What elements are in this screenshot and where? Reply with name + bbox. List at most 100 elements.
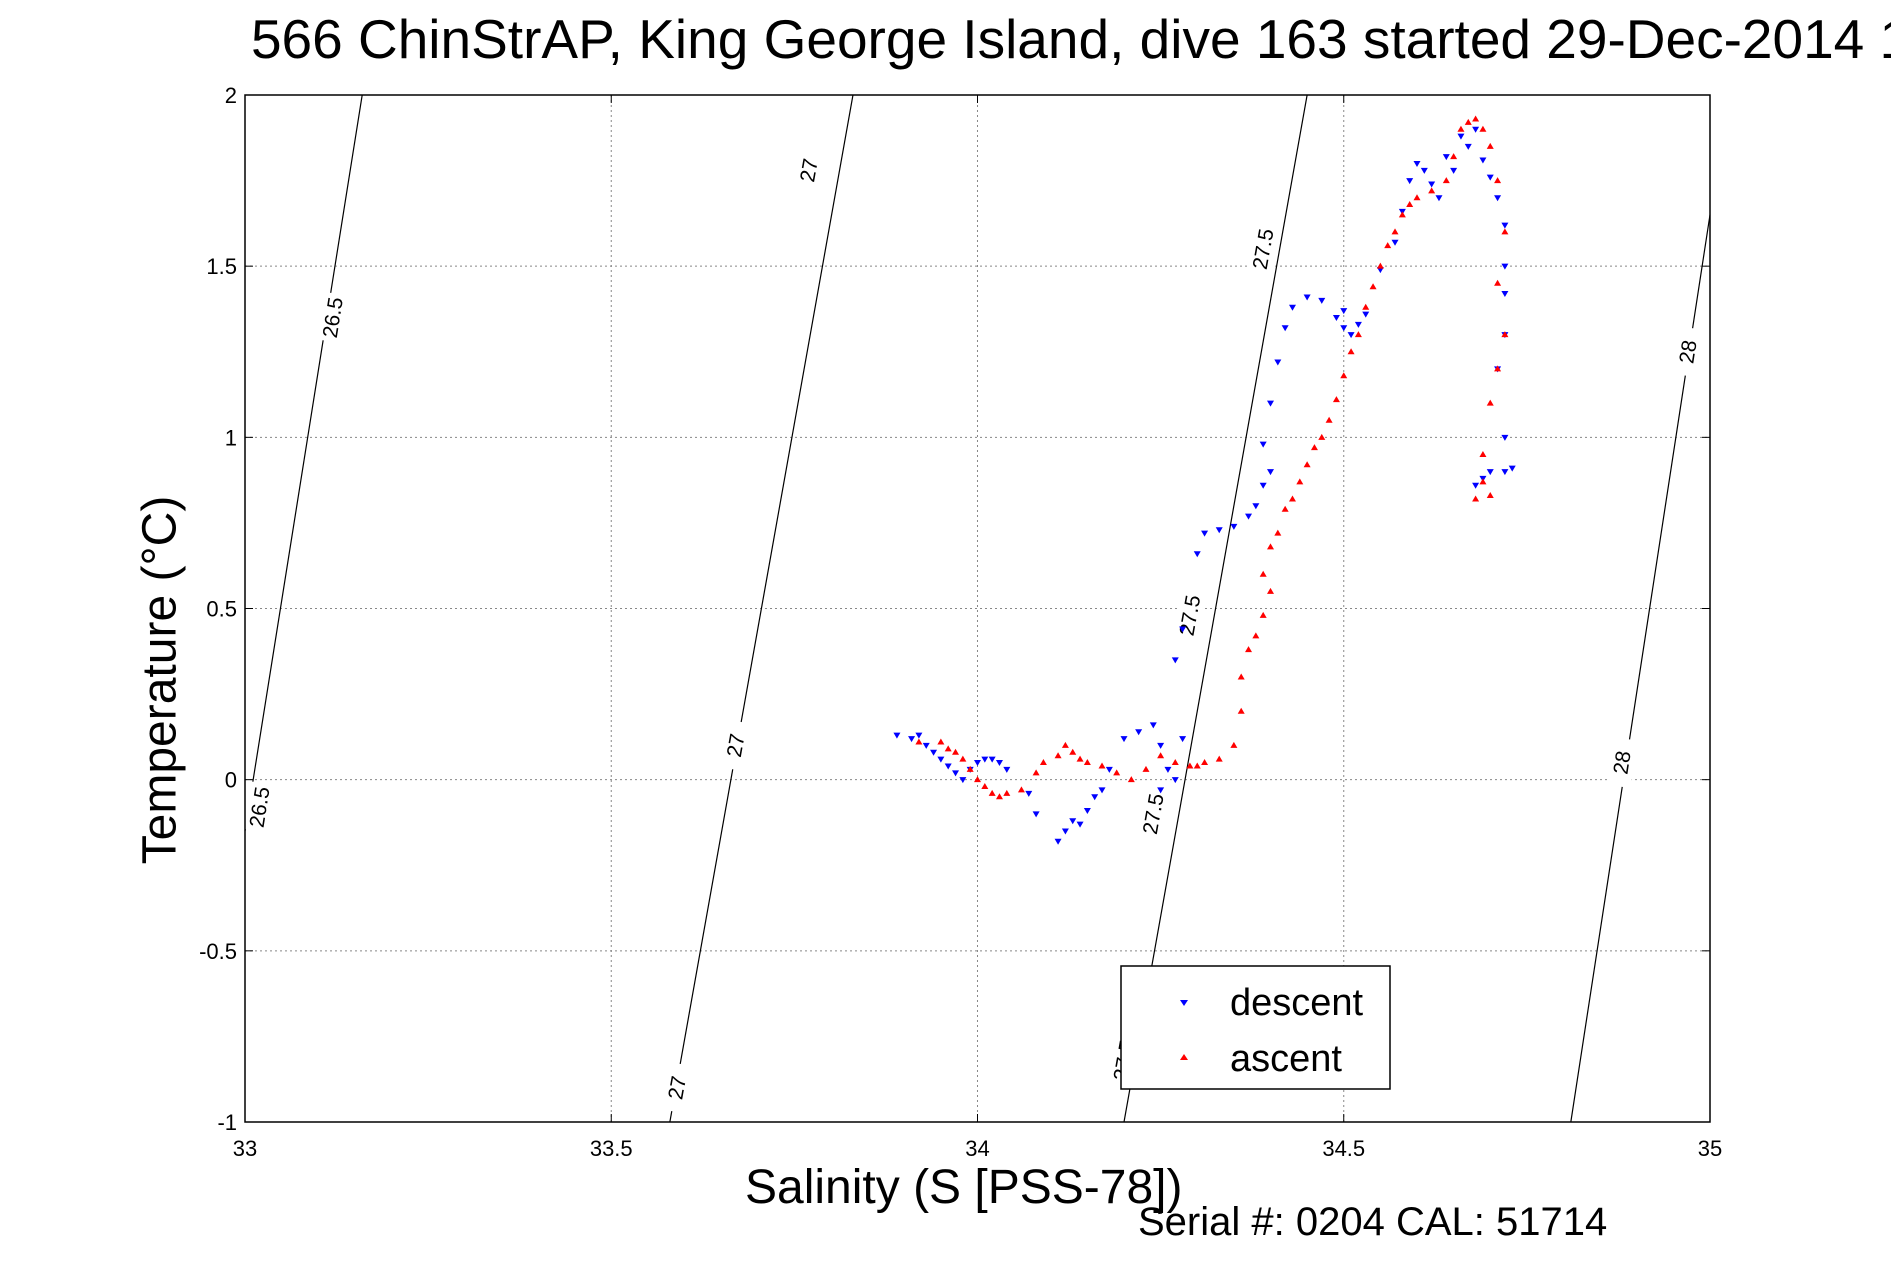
- ascent-point: [1479, 478, 1487, 485]
- y-tick-label: 0: [225, 768, 237, 793]
- ascent-point: [1362, 303, 1370, 310]
- isopycnal-line: [669, 94, 854, 1123]
- descent-point: [1340, 308, 1348, 315]
- ascent-point: [1332, 396, 1340, 403]
- x-tick-label: 35: [1698, 1136, 1722, 1161]
- ascent-point: [1193, 762, 1201, 769]
- y-tick-label: 2: [225, 83, 237, 108]
- ascent-point: [1003, 789, 1011, 796]
- ascent-point: [1259, 611, 1267, 618]
- isopycnal-label: 28: [1609, 749, 1635, 776]
- descent-point: [1501, 263, 1509, 270]
- descent-point: [1179, 626, 1187, 633]
- isopycnal-line: [244, 94, 363, 832]
- descent-point: [1486, 469, 1494, 476]
- ascent-point: [944, 745, 952, 752]
- descent-point: [1054, 838, 1062, 845]
- ascent-point: [1494, 177, 1502, 184]
- descent-point: [1230, 523, 1238, 530]
- ascent-point: [1318, 433, 1326, 440]
- descent-point: [1259, 441, 1267, 448]
- ascent-point: [1259, 570, 1267, 577]
- descent-point: [1435, 195, 1443, 202]
- isopycnal-label-bg: [1606, 737, 1638, 789]
- ascent-point: [1486, 142, 1494, 149]
- descent-point: [1003, 766, 1011, 773]
- descent-point: [974, 760, 981, 767]
- descent-point: [1149, 722, 1157, 729]
- ascent-point: [1032, 769, 1040, 776]
- descent-point: [908, 736, 916, 743]
- descent-point: [1259, 482, 1267, 489]
- descent-point: [930, 749, 938, 756]
- descent-point: [1472, 482, 1480, 489]
- ascent-point: [1442, 177, 1450, 184]
- isopycnal-label-bg: [661, 1062, 694, 1114]
- descent-point: [1201, 530, 1209, 537]
- serial-cal-label: Serial #: 0204 CAL: 51714: [1138, 1200, 1608, 1244]
- ascent-point: [1237, 673, 1245, 680]
- ascent-point: [1296, 478, 1304, 485]
- ascent-point: [1274, 529, 1282, 536]
- descent-point: [1281, 325, 1289, 332]
- ascent-point: [1384, 242, 1392, 249]
- descent-point: [915, 732, 923, 739]
- descent-point: [1193, 551, 1201, 558]
- isopycnal-label-bg: [244, 781, 276, 833]
- descent-point: [981, 756, 989, 763]
- ascent-point: [1113, 769, 1121, 776]
- ascent-point: [952, 748, 960, 755]
- descent-point: [1428, 181, 1436, 188]
- descent-point: [1164, 766, 1172, 773]
- isopycnal-label: 27: [723, 732, 750, 759]
- ascent-point: [1325, 416, 1333, 423]
- ascent-point: [1472, 115, 1480, 122]
- ascent-point: [1281, 505, 1289, 512]
- descent-point: [1332, 315, 1340, 322]
- isopycnal-label-bg: [719, 719, 752, 772]
- x-tick-label: 34.5: [1322, 1136, 1365, 1161]
- ascent-point: [1171, 759, 1179, 766]
- chart-title: 566 ChinStrAP, King George Island, dive …: [250, 8, 1891, 70]
- descent-point: [1501, 469, 1509, 476]
- descent-point: [1340, 325, 1348, 332]
- isopycnal-label: 27.5: [1139, 792, 1169, 836]
- descent-point: [1464, 143, 1472, 150]
- descent-point: [1501, 291, 1509, 298]
- descent-point: [1135, 729, 1143, 736]
- isopycnal-label-bg: [1137, 788, 1170, 840]
- ascent-point: [1017, 786, 1025, 793]
- descent-point: [1406, 178, 1414, 185]
- grid-layer: [245, 95, 1710, 1122]
- ascent-point: [995, 793, 1003, 800]
- isopycnal-label-bg: [317, 291, 349, 344]
- descent-point: [1245, 513, 1253, 520]
- ascent-point: [1494, 365, 1502, 372]
- y-tick-label: -1: [217, 1110, 237, 1135]
- descent-point: [1267, 400, 1274, 407]
- isopycnal-line: [1123, 94, 1308, 1123]
- ascent-point: [1494, 279, 1502, 286]
- descent-point: [1215, 527, 1223, 534]
- descent-point: [1157, 742, 1165, 749]
- descent-point: [1501, 222, 1509, 229]
- ascent-point: [1479, 125, 1487, 132]
- descent-point: [1252, 503, 1260, 510]
- ascent-point: [1479, 450, 1487, 457]
- y-tick-label: 1.5: [206, 254, 237, 279]
- legend-marker-ascent: [1180, 1054, 1188, 1060]
- descent-point: [1069, 818, 1077, 825]
- ascent-point: [1201, 759, 1209, 766]
- ascent-point: [1061, 741, 1069, 748]
- ascent-point: [1501, 331, 1509, 338]
- isopycnal-label-bg: [1672, 326, 1704, 378]
- descent-point: [1105, 766, 1113, 773]
- isopycnal-label: 27: [796, 157, 823, 184]
- legend: descent ascent: [1120, 965, 1391, 1090]
- ascent-point: [988, 789, 996, 796]
- ascent-point: [937, 738, 945, 745]
- legend-label-descent: descent: [1230, 982, 1364, 1024]
- ascent-point: [1245, 646, 1253, 653]
- isopycnal-label-bg: [792, 144, 826, 197]
- ascent-point: [1127, 776, 1135, 783]
